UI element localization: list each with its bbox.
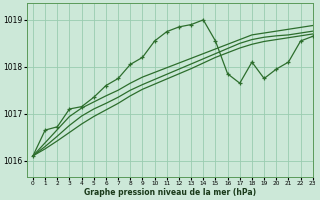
X-axis label: Graphe pression niveau de la mer (hPa): Graphe pression niveau de la mer (hPa)	[84, 188, 256, 197]
